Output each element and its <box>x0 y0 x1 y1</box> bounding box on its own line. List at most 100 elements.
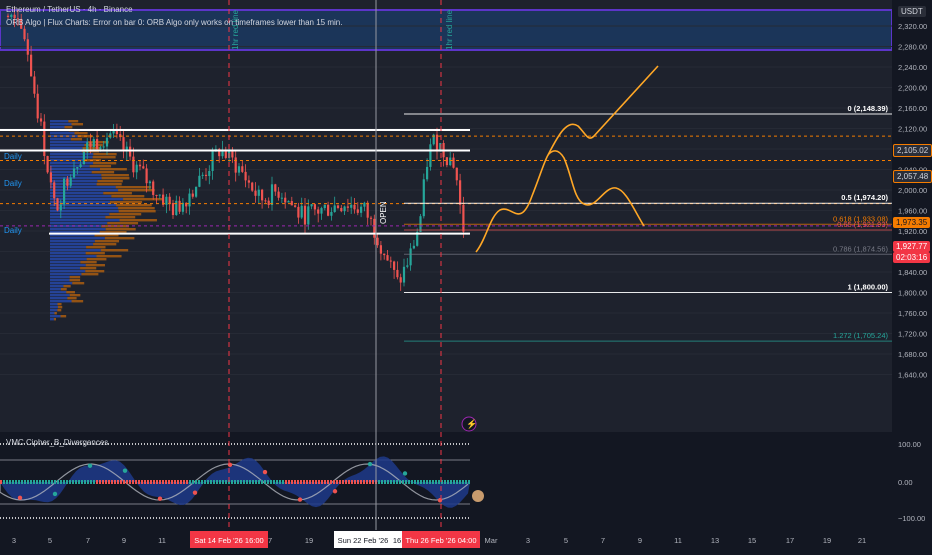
profile-bar <box>50 189 119 192</box>
time-highlight <box>402 531 480 548</box>
money-flow-bar <box>132 480 134 484</box>
candle-body <box>346 206 349 208</box>
money-flow-bar <box>348 480 350 484</box>
candle-body <box>208 170 211 177</box>
osc-dot <box>367 461 373 467</box>
money-flow-bar <box>423 480 425 484</box>
money-flow-bar <box>90 480 92 484</box>
candle-body <box>409 248 412 266</box>
candle-body <box>396 269 399 278</box>
money-flow-bar <box>342 480 344 484</box>
profile-bar <box>54 312 57 315</box>
profile-bar <box>94 240 120 243</box>
money-flow-bar <box>6 480 8 484</box>
flash-icon[interactable] <box>461 416 477 432</box>
countdown-tag: 02:03:16 <box>893 252 931 263</box>
profile-bar <box>97 180 123 183</box>
fib-label: 0.618 (1,933.08) <box>833 214 889 223</box>
profile-bar <box>57 306 63 309</box>
candle-body <box>422 179 425 217</box>
main-pane-bg <box>0 0 892 432</box>
money-flow-bar <box>222 480 224 484</box>
candle-body <box>218 149 221 157</box>
money-flow-bar <box>195 480 197 484</box>
time-tick: 17 <box>786 536 794 545</box>
profile-bar <box>50 195 112 198</box>
profile-bar <box>50 309 58 312</box>
profile-bar <box>123 198 163 201</box>
profile-bar <box>86 258 107 261</box>
currency-button[interactable]: USDT <box>898 6 926 17</box>
candle-body <box>6 15 10 17</box>
price-axis[interactable]: 2,320.00 2,280.00 2,240.00 2,200.00 2,160.00… <box>892 0 932 550</box>
profile-bar <box>104 237 135 240</box>
candle-body <box>399 277 402 283</box>
time-highlight-label: Sat 14 Feb '26 16:00 <box>194 536 263 545</box>
price-tick: 2,240.00 <box>898 63 927 72</box>
profile-bar <box>60 315 67 318</box>
time-tick: 15 <box>748 536 756 545</box>
osc-marker <box>472 490 484 502</box>
profile-bar <box>50 165 90 168</box>
profile-bar <box>96 255 122 258</box>
profile-bar <box>50 141 89 144</box>
money-flow-bar <box>252 480 254 484</box>
profile-bar <box>118 210 156 213</box>
time-tick: 19 <box>305 536 313 545</box>
candle-body <box>340 207 343 212</box>
candle-body <box>135 164 138 173</box>
money-flow-bar <box>276 480 278 484</box>
fib-label: 0.786 (1,874.56) <box>833 244 889 253</box>
money-flow-bar <box>171 480 173 484</box>
profile-bar <box>50 147 83 150</box>
candle-body <box>327 204 330 216</box>
money-flow-bar <box>450 480 452 484</box>
money-flow-bar <box>210 480 212 484</box>
candle-body <box>145 168 148 184</box>
candle-body <box>264 200 267 202</box>
price-tick: 2,200.00 <box>898 84 927 93</box>
candle-body <box>96 139 99 149</box>
candle-body <box>59 204 62 211</box>
price-tick: 1,800.00 <box>898 289 927 298</box>
money-flow-bar <box>186 480 188 484</box>
supply-zone <box>0 9 893 51</box>
candle-body <box>452 157 455 168</box>
money-flow-bar <box>273 480 275 484</box>
money-flow-bar <box>330 480 332 484</box>
candle-body <box>373 218 376 238</box>
profile-bar <box>50 231 100 234</box>
profile-bar <box>93 162 117 165</box>
profile-bar <box>50 180 98 183</box>
candle-body <box>237 166 241 173</box>
profile-bar <box>50 264 86 267</box>
profile-bar <box>50 210 119 213</box>
money-flow-bar <box>174 480 176 484</box>
money-flow-bar <box>168 480 170 484</box>
profile-bar <box>86 246 106 249</box>
time-highlight-label: Sun 22 Feb '26 <box>338 536 389 545</box>
money-flow-bar <box>402 480 404 484</box>
money-flow-bar <box>81 480 83 484</box>
candle-body <box>23 28 26 40</box>
profile-bar <box>50 270 86 273</box>
money-flow-bar <box>45 480 47 484</box>
profile-bar <box>50 219 120 222</box>
osc-dot <box>17 495 23 500</box>
money-flow-bar <box>180 480 182 484</box>
money-flow-bar <box>36 480 38 484</box>
profile-bar <box>115 186 152 189</box>
money-flow-bar <box>183 480 185 484</box>
candle-body <box>300 205 303 218</box>
price-tick: 2,320.00 <box>898 22 927 31</box>
profile-bar <box>50 255 97 258</box>
money-flow-bar <box>414 480 416 484</box>
time-axis[interactable]: 3579111315171921232527Mar357911131517192… <box>0 530 892 550</box>
money-flow-bar <box>60 480 62 484</box>
money-flow-bar <box>360 480 362 484</box>
candle-body <box>257 189 260 196</box>
money-flow-bar <box>24 480 26 484</box>
money-flow-bar <box>120 480 122 484</box>
profile-bar <box>67 297 77 300</box>
